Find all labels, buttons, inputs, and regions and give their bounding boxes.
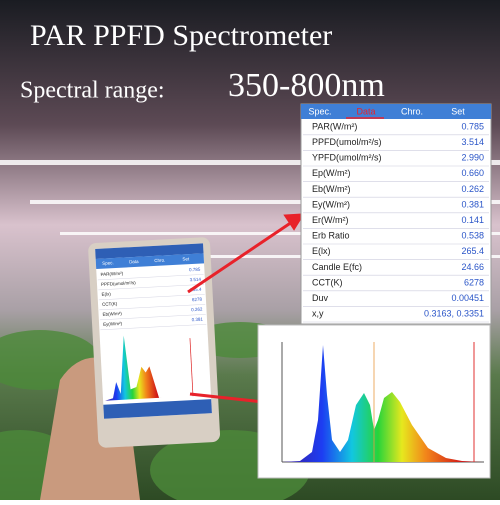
device-row-value: 3.514 — [189, 277, 201, 283]
row-value: 265.4 — [461, 246, 484, 256]
row-value: 0.3163, 0.3351 — [424, 309, 484, 319]
device-row-value: 265.4 — [190, 287, 202, 293]
row-label: Erb Ratio — [312, 231, 350, 241]
title: PAR PPFD Spectrometer — [30, 19, 332, 52]
device-row-divider — [98, 294, 205, 301]
device-toolbar — [103, 399, 212, 419]
device-row-label: E(lx) — [101, 291, 111, 297]
device-tab: Chro. — [154, 258, 165, 264]
grow-lights — [0, 160, 500, 258]
device-spectrum — [105, 335, 164, 401]
device-row-divider — [100, 324, 207, 331]
device-row-divider — [99, 314, 206, 321]
row-value: 0.381 — [461, 199, 484, 209]
device-row-label: Eb(W/m²) — [102, 311, 122, 317]
row-label: Ey(W/m²) — [312, 199, 350, 209]
device-row-label: CCT(K) — [102, 301, 118, 307]
device-row-value: 0.381 — [192, 317, 204, 323]
device-row-label: Ey(W/m²) — [103, 321, 123, 327]
device-row-label: PPFD(umol/m²/s) — [101, 280, 136, 287]
device-row-divider — [99, 304, 206, 311]
row-value: 6278 — [464, 277, 484, 287]
subtitle-range: 350-800nm — [228, 67, 385, 104]
row-label: CCT(K) — [312, 277, 343, 287]
device-row-value: 6278 — [192, 297, 203, 303]
panel-tab: Data — [356, 106, 375, 116]
row-label: Duv — [312, 293, 329, 303]
device: Spec. Data Chro. Set PAR(W/m²) 0.785 PPFD(umol… — [88, 237, 221, 448]
row-label: Ep(W/m²) — [312, 168, 351, 178]
row-value: 0.785 — [461, 121, 484, 131]
row-value: 3.514 — [461, 137, 484, 147]
row-label: PPFD(umol/m²/s) — [312, 137, 382, 147]
panel-tab: Spec. — [308, 106, 331, 116]
device-tab: Spec. — [102, 260, 114, 266]
row-label: Eb(W/m²) — [312, 184, 351, 194]
device-row-divider — [97, 274, 204, 281]
device-row-divider — [98, 284, 205, 291]
device-tab: Set — [182, 256, 190, 261]
device-row-value: 0.785 — [189, 267, 201, 273]
row-label: Candle E(fc) — [312, 262, 362, 272]
device-marker — [189, 338, 194, 397]
panel-tab: Chro. — [401, 106, 423, 116]
device-header — [95, 243, 204, 259]
subtitle-label: Spectral range: — [20, 78, 165, 104]
row-label: PAR(W/m²) — [312, 121, 357, 131]
row-label: Er(W/m²) — [312, 215, 348, 225]
row-value: 2.990 — [461, 153, 484, 163]
row-value: 0.262 — [461, 184, 484, 194]
device-row-value: 0.262 — [191, 307, 203, 313]
row-value: 0.660 — [461, 168, 484, 178]
row-value: 0.00451 — [451, 293, 484, 303]
row-label: x,y — [312, 309, 324, 319]
device-tab: Data — [129, 259, 139, 265]
row-label: E(lx) — [312, 246, 331, 256]
panel-tabs — [301, 104, 491, 119]
row-value: 24.66 — [461, 262, 484, 272]
row-label: YPFD(umol/m²/s) — [312, 153, 382, 163]
row-value: 0.141 — [461, 215, 484, 225]
device-row-label: PAR(W/m²) — [100, 271, 123, 277]
row-value: 0.538 — [461, 231, 484, 241]
spectrum-curve — [282, 345, 482, 462]
device-tabs — [95, 253, 205, 269]
panel-tab: Set — [451, 106, 465, 116]
